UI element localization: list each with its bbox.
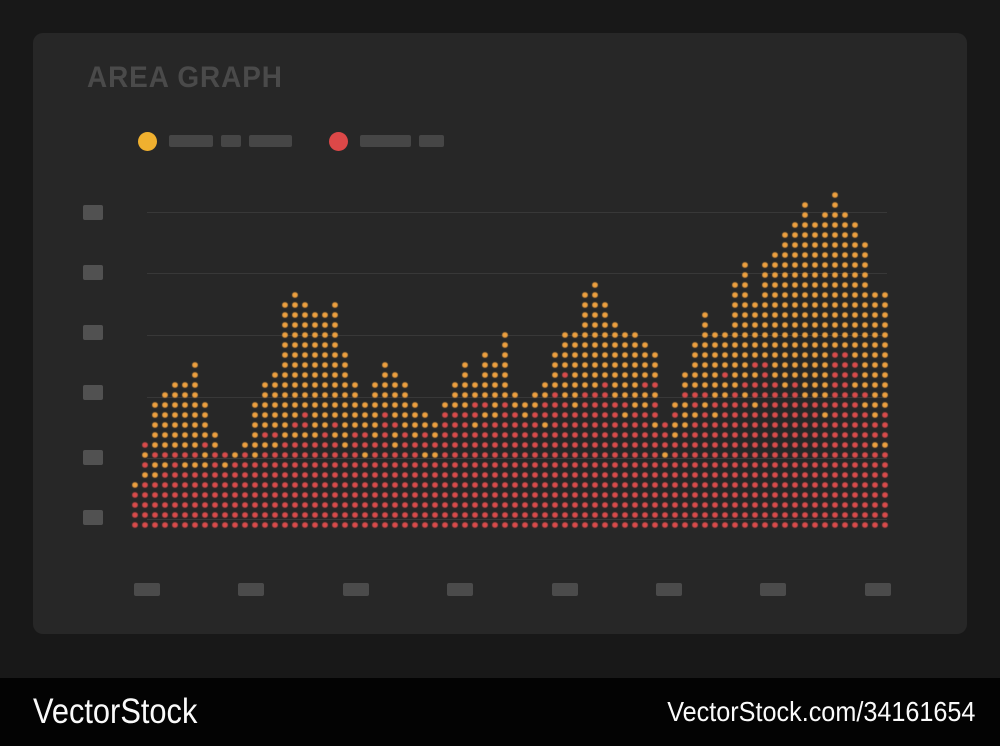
- chart-panel: AREA GRAPH: [33, 33, 967, 634]
- x-tick-placeholder: [134, 583, 160, 596]
- x-tick-placeholder: [864, 583, 891, 596]
- x-tick-placeholder: [342, 583, 369, 596]
- vectorstock-image-url: VectorStock.com/34161654: [666, 696, 975, 727]
- x-tick-placeholder: [238, 583, 265, 596]
- x-tick-placeholder: [656, 583, 682, 596]
- vectorstock-logo-text: VectorStock: [33, 692, 198, 731]
- x-tick-placeholder: [447, 583, 474, 596]
- x-tick-placeholder: [760, 583, 787, 596]
- x-tick-placeholder: [551, 583, 578, 596]
- dot-matrix-area-chart: [33, 33, 967, 634]
- watermark-bar: VectorStock VectorStock.com/34161654: [0, 678, 1000, 746]
